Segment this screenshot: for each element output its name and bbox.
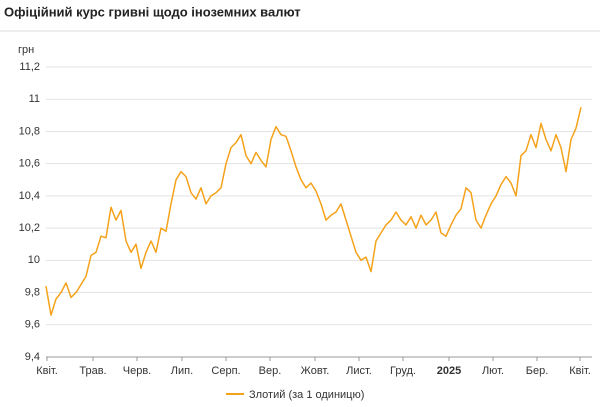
y-tick-label: 11,2 <box>19 61 40 73</box>
y-tick-label: 9,8 <box>25 286 40 298</box>
y-tick-label: 10,6 <box>19 158 40 170</box>
y-tick-label: 10,4 <box>19 190 40 202</box>
x-tick-label: Черв. <box>123 365 151 377</box>
x-tick-label: Трав. <box>79 365 106 377</box>
line-series <box>45 107 582 316</box>
x-tick-label: Лют. <box>482 365 504 377</box>
x-tick-label: 2025 <box>437 365 461 377</box>
x-tick-label: Бер. <box>526 365 549 377</box>
x-tick-label: Лип. <box>171 365 193 377</box>
y-tick-label: 10,8 <box>19 125 40 137</box>
x-tick-label: Квіт. <box>569 365 591 377</box>
chart-title: Офіційний курс гривні щодо іноземних вал… <box>4 4 301 19</box>
y-tick-label: 10,2 <box>19 222 40 234</box>
y-tick-label: 11 <box>29 93 40 105</box>
y-tick-label: 9,6 <box>25 319 40 331</box>
x-tick-label: Жовт. <box>301 365 330 377</box>
legend-label: Злотий (за 1 одиницю) <box>249 389 364 401</box>
x-tick-label: Вер. <box>259 365 282 377</box>
x-tick-label: Серп. <box>211 365 240 377</box>
x-tick-label: Лист. <box>346 365 372 377</box>
y-tick-label: 9,4 <box>25 351 40 363</box>
x-tick-label: Груд. <box>390 365 416 377</box>
y-axis-label: грн <box>18 44 34 56</box>
x-tick-label: Квіт. <box>36 365 58 377</box>
y-tick-label: 10 <box>28 254 40 266</box>
